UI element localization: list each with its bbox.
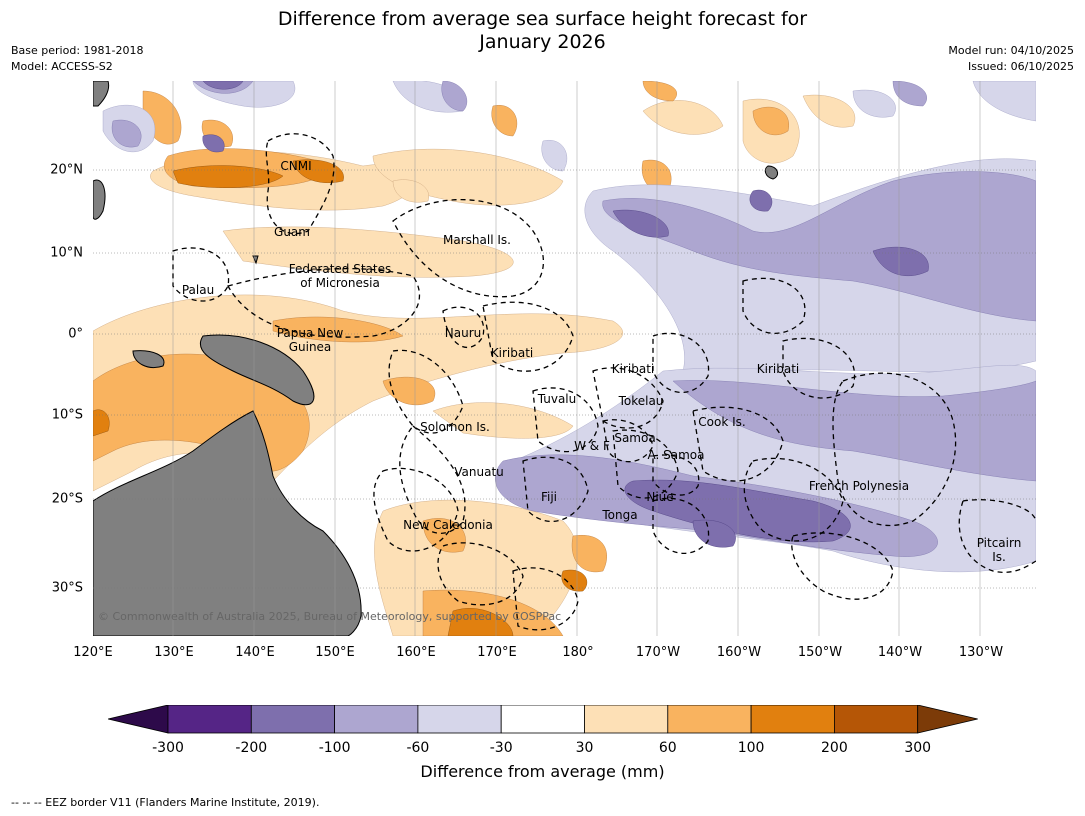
x-tick-label: 120°E <box>73 645 113 660</box>
region-label: Kiribati <box>490 346 534 360</box>
colorbar-tick-label: -300 <box>152 740 184 756</box>
x-tick-label: 180° <box>562 645 594 660</box>
colorbar-tick-label: 30 <box>575 740 594 756</box>
region-label: A. Samoa <box>647 448 705 462</box>
colorbar-bin <box>167 705 252 734</box>
meta-right: Model run: 04/10/2025 Issued: 06/10/2025 <box>948 43 1074 75</box>
region-label: Vanuatu <box>454 465 504 479</box>
colorbar-tick-label: -30 <box>489 740 513 756</box>
colorbar-tick-label: 200 <box>821 740 848 756</box>
colorbar-title: Difference from average (mm) <box>420 762 665 781</box>
title-line-1: Difference from average sea surface heig… <box>277 8 808 30</box>
colorbar-bin <box>750 705 835 734</box>
colorbar-bin <box>334 705 419 734</box>
x-tick-label: 130°W <box>958 645 1004 660</box>
eez-legend-note: -- -- -- EEZ border V11 (Flanders Marine… <box>11 796 320 809</box>
y-tick-label: 0° <box>68 326 83 342</box>
chart-title: Difference from average sea surface heig… <box>0 8 1085 54</box>
gridlines <box>93 169 1036 589</box>
colorbar-tick-label: -200 <box>235 740 268 756</box>
region-label: Kiribati <box>611 362 655 376</box>
land-mass <box>93 81 779 636</box>
region-label: Tonga <box>602 508 638 522</box>
x-tick-label: 130°E <box>154 645 194 660</box>
region-label: W & F <box>574 439 610 453</box>
colorbar-bin <box>250 705 336 734</box>
x-tick-label: 140°W <box>877 645 923 660</box>
region-label: Federated States of Micronesia <box>288 262 392 290</box>
x-tick-label: 170°E <box>477 645 517 660</box>
x-tick-label: 150°E <box>315 645 355 660</box>
y-tick-label: 20°N <box>50 162 83 178</box>
map-panel <box>93 81 1036 636</box>
colorbar-bin <box>834 705 919 734</box>
region-label: Kiribati <box>756 362 800 376</box>
region-label: CNMI <box>280 159 312 173</box>
x-tick-label: 150°W <box>797 645 843 660</box>
colorbar-tick-label: -60 <box>406 740 430 756</box>
colorbar-extend-low <box>108 705 169 734</box>
meta-left: Base period: 1981-2018 Model: ACCESS-S2 <box>11 43 143 75</box>
region-label: Tokelau <box>618 394 664 408</box>
colorbar-bin <box>667 705 752 734</box>
map-canvas <box>93 81 1036 636</box>
colorbar-tick-label: 100 <box>737 740 765 756</box>
colorbar-tick-label: -100 <box>318 740 351 756</box>
region-label: Pitcairn Is. <box>976 536 1022 564</box>
model-run: Model run: 04/10/2025 <box>948 44 1074 57</box>
colorbar-bin <box>584 705 669 734</box>
region-label: Cook Is. <box>698 415 746 429</box>
y-tick-label: 10°S <box>51 407 83 423</box>
colorbar <box>108 705 978 734</box>
region-label: Papua New Guinea <box>276 326 344 354</box>
colorbar-tick-label: 60 <box>658 740 677 756</box>
region-label: Nauru <box>444 326 482 340</box>
meridians <box>172 81 981 636</box>
x-tick-label: 140°E <box>235 645 275 660</box>
y-tick-label: 20°S <box>51 491 83 507</box>
x-tick-label: 160°W <box>716 645 762 660</box>
colorbar-bin <box>500 705 585 734</box>
region-label: Samoa <box>614 431 656 445</box>
title-line-2: January 2026 <box>479 31 606 53</box>
colorbar-extend-high <box>917 705 978 734</box>
colorbar-bin <box>417 705 502 734</box>
region-label: Palau <box>181 283 215 297</box>
colorbar-tick-label: 300 <box>904 740 932 756</box>
region-label: Solomon Is. <box>420 420 490 434</box>
x-tick-label: 160°E <box>396 645 436 660</box>
region-label: Guam <box>274 225 310 239</box>
y-tick-label: 10°N <box>50 245 83 261</box>
positive-anomaly-strong <box>93 159 588 636</box>
model-name: Model: ACCESS-S2 <box>11 60 113 73</box>
region-label: Fiji <box>540 490 558 504</box>
x-tick-label: 170°W <box>635 645 681 660</box>
region-label: French Polynesia <box>808 479 910 493</box>
issued-date: Issued: 06/10/2025 <box>967 60 1074 73</box>
eez-borders <box>172 133 1036 631</box>
copyright-notice: © Commonwealth of Australia 2025, Bureau… <box>98 610 562 623</box>
region-label: Marshall Is. <box>443 233 511 247</box>
region-label: New Caledonia <box>403 518 493 532</box>
y-tick-label: 30°S <box>51 580 83 596</box>
region-label: Niue <box>646 490 674 504</box>
region-label: Tuvalu <box>537 392 577 406</box>
base-period: Base period: 1981-2018 <box>11 44 144 57</box>
